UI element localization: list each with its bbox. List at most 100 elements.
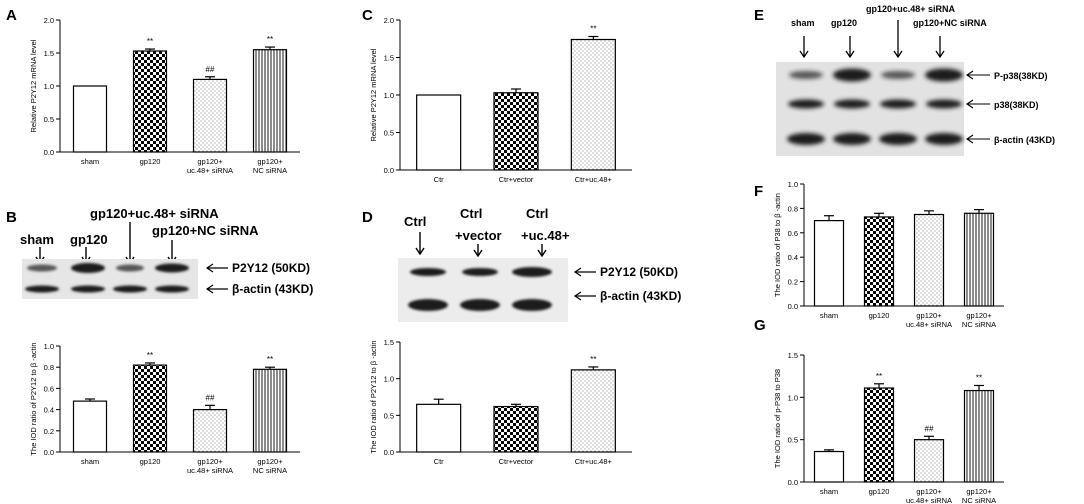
chart-g-significance-label: ## [925,424,934,433]
chart-g-category-label: uc.48+ siRNA [906,496,952,504]
chart-g-category-label: gp120 [869,487,890,496]
chart-a-category-label: sham [81,157,99,166]
blot-e-band-actin: β-actin (43KD) [994,135,1055,145]
chart-g-category-label: sham [820,487,838,496]
chart-a-bar [132,50,168,153]
chart-a-category-label: gp120+ [257,157,283,166]
chart-g-ytick-label: 1.0 [788,393,798,402]
blot-b-lane-nc-sirna: gp120+NC siRNA [152,223,259,238]
blot-b-lane-sham: sham [20,232,54,247]
chart-c-bar [493,92,539,171]
chart-d-category-label: Ctr+uc.48+ [575,457,613,466]
chart-f-ytick-label: 0.6 [788,229,798,238]
chart-b-category-label: NC siRNA [253,466,287,475]
chart-a-ytick-label: 2.0 [44,16,54,25]
blot-e-band-p38: p38(38KD) [994,100,1039,110]
blot-d-lane-ctrl-2: Ctrl [460,206,482,221]
chart-c-ytick-label: 1.0 [384,91,394,100]
chart-f-category-label: sham [820,311,838,320]
chart-a-significance-label: ## [206,65,215,74]
chart-f-ytick-label: 0.4 [788,253,798,262]
chart-d-bar [570,369,616,453]
chart-c-ytick-label: 0.5 [384,129,394,138]
chart-c-significance-label: ** [590,25,596,34]
blot-b-band-p2y12: P2Y12 (50KD) [232,261,310,275]
chart-f-ytick-label: 1.0 [788,180,798,189]
chart-b-ytick-label: 1.0 [44,342,54,351]
western-blot-e: sham gp120 gp120+uc.48+ siRNA gp120+NC s… [776,4,1055,156]
chart-a-category-label: gp120+ [197,157,223,166]
chart-g-significance-label: ** [876,372,882,381]
chart-a-category-label: uc.48+ siRNA [187,166,233,175]
panel-label-d: D [362,209,373,226]
chart-b: 0.0 0.2 0.4 0.6 0.8 1.0 The IOD ratio of P2Y12… [29,342,300,475]
chart-g-bar [813,450,845,483]
chart-f-bar [813,220,845,307]
chart-a-category-label: gp120 [140,157,161,166]
panel-label-c: C [362,7,373,24]
chart-a-ytick-label: 1.5 [44,49,54,58]
chart-d-ytick-label: 0.5 [384,411,394,420]
chart-d-category-label: Ctr+vector [499,457,534,466]
chart-a-y-axis-label: Relative P2Y12 mRNA level [29,39,38,132]
blot-d-lane-vector: +vector [455,228,502,243]
blot-e-arrows [799,20,945,59]
chart-b-category-label: sham [81,457,99,466]
chart-f-category-label: uc.48+ siRNA [906,320,952,329]
chart-b-ytick-label: 0.8 [44,363,54,372]
chart-b-significance-label: ** [267,355,273,364]
blot-d-bands [408,267,552,311]
chart-d-bar [493,405,539,453]
chart-a-ytick-label: 1.0 [44,82,54,91]
blot-b-lane-gp120: gp120 [70,232,108,247]
chart-b-significance-label: ## [206,393,215,402]
chart-b-ytick-label: 0.0 [44,448,54,457]
chart-c-bar [416,94,462,171]
blot-d-lane-uc48: +uc.48+ [521,228,570,243]
blot-b-bands [25,263,189,293]
chart-f-category-label: gp120+ [916,311,942,320]
chart-b-bar [252,368,288,453]
chart-d-ytick-label: 1.0 [384,375,394,384]
blot-e-band-pp38: P-p38(38KD) [994,71,1048,81]
chart-c-ytick-label: 2.0 [384,16,394,25]
panel-label-e: E [754,7,764,24]
chart-g-ytick-label: 0.0 [788,478,798,487]
chart-b-category-label: gp120+ [257,457,283,466]
chart-g-ytick-label: 0.5 [788,436,798,445]
chart-d-ytick-label: 1.5 [384,338,394,347]
blot-e-lane-nc-sirna: gp120+NC siRNA [913,18,987,28]
chart-c-ytick-label: 0.0 [384,166,394,175]
chart-a-ytick-label: 0.0 [44,148,54,157]
blot-d-band-p2y12: P2Y12 (50KD) [600,265,678,279]
chart-c-category-label: Ctr+uc.48+ [575,175,613,184]
chart-b-category-label: gp120+ [197,457,223,466]
blot-e-lane-gp120: gp120 [831,18,857,28]
blot-b-band-actin: β-actin (43KD) [232,282,313,296]
blot-d-band-actin: β-actin (43KD) [600,289,681,303]
chart-d: 0.0 0.5 1.0 1.5 The IOD ratio of P2Y12 to β … [369,338,632,466]
blot-d-lane-ctrl: Ctrl [404,214,426,229]
chart-a-bar [192,78,228,153]
chart-c-ytick-label: 1.5 [384,54,394,63]
chart-b-bar [192,409,228,453]
chart-f-ytick-label: 0.2 [788,278,798,287]
blot-d-arrows [415,232,547,258]
blot-e-bands [787,68,963,145]
chart-a-bar [252,49,288,153]
chart-b-bar [132,364,168,453]
panel-label-f: F [754,183,763,200]
chart-f: 0.0 0.2 0.4 0.6 0.8 1.0 The IOD ratio of P38 t… [773,180,1004,329]
western-blot-d: Ctrl Ctrl +vector Ctrl +uc.48+ P2Y12 (50… [398,206,681,322]
blot-b-lane-uc48-sirna: gp120+uc.48+ siRNA [90,206,219,221]
chart-f-bar [963,212,995,307]
chart-g-y-axis-label: The IOD ratio of p-P38 to P38 [773,369,782,468]
blot-d-lane-ctrl-3: Ctrl [526,206,548,221]
chart-a-significance-label: ** [147,37,153,46]
chart-b-ytick-label: 0.4 [44,406,54,415]
chart-b-y-axis-label: The IOD ratio of P2Y12 to β -actin [29,342,38,455]
chart-f-category-label: gp120 [869,311,890,320]
chart-b-ytick-label: 0.2 [44,427,54,436]
chart-a: 0.0 0.5 1.0 1.5 2.0 Relative P2Y12 mRNA level… [29,16,300,175]
